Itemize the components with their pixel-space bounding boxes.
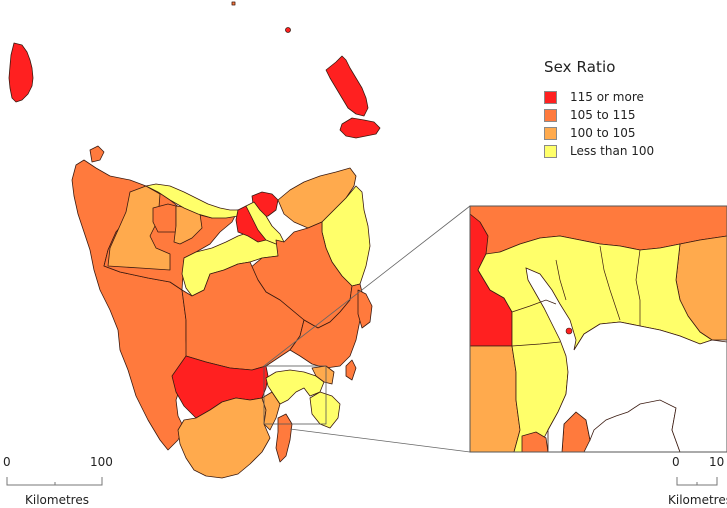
inset-scale-unit: Kilometres	[668, 493, 727, 507]
inset-map	[469, 205, 727, 453]
inset-scale-end: 10	[709, 455, 725, 469]
main-scale-ruler	[6, 477, 103, 486]
legend-item-115-or-more: 115 or more	[544, 88, 654, 106]
islet	[231, 1, 236, 6]
region-hobart-cluster[interactable]	[265, 369, 325, 405]
inset-frame	[469, 205, 727, 453]
region-waratah[interactable]	[107, 185, 171, 271]
inset-scale-start: 0	[672, 455, 680, 469]
legend-label: 115 or more	[570, 90, 644, 104]
main-scale-start: 0	[3, 455, 11, 469]
derwent-river	[525, 267, 727, 452]
legend-item-105-to-115: 105 to 115	[544, 106, 654, 124]
legend-swatch-light-orange	[544, 126, 557, 140]
region-launceston[interactable]	[245, 201, 285, 245]
main-scale-unit: Kilometres	[25, 493, 89, 507]
legend-title: Sex Ratio	[544, 58, 616, 76]
inset-region-kingborough-1[interactable]	[521, 431, 549, 452]
main-scale-bar: 0 100 Kilometres	[0, 455, 130, 508]
inset-region-southwest[interactable]	[470, 345, 521, 452]
region-flinders-island[interactable]	[325, 55, 369, 117]
inset-locator-frame	[263, 365, 327, 425]
region-huon-valley[interactable]	[177, 397, 271, 479]
inset-connector-top	[263, 205, 471, 367]
region-glamorgan[interactable]	[289, 283, 365, 369]
region-dorset[interactable]	[277, 167, 357, 229]
region-burnie-inland[interactable]	[152, 203, 177, 233]
legend-item-less-than-100: Less than 100	[544, 142, 654, 160]
region-robbins-island[interactable]	[89, 145, 105, 163]
inset-scale-ruler	[676, 477, 718, 486]
legend-label: Less than 100	[570, 144, 655, 158]
region-freycinet[interactable]	[357, 289, 373, 329]
region-cape-barren-island[interactable]	[339, 117, 381, 139]
inset-scale-bar: 0 10 Kilometres	[640, 455, 727, 508]
region-king-island[interactable]	[8, 42, 34, 103]
legend-swatch-orange	[544, 108, 557, 122]
legend-item-100-to-105: 100 to 105	[544, 124, 654, 142]
legend-label: 100 to 105	[570, 126, 636, 140]
region-sorell[interactable]	[309, 391, 341, 429]
legend-swatch-red	[544, 90, 557, 104]
islet	[285, 27, 291, 33]
legend-label: 105 to 115	[570, 108, 636, 122]
region-bruny-island[interactable]	[275, 413, 293, 463]
map-legend: Sex Ratio 115 or more 105 to 115 100 to …	[544, 58, 654, 160]
inset-region-small-red[interactable]	[565, 327, 573, 335]
inset-connector-bottom	[289, 428, 471, 453]
main-scale-end: 100	[90, 455, 113, 469]
region-maria-island[interactable]	[345, 359, 357, 381]
legend-swatch-yellow	[544, 144, 557, 158]
